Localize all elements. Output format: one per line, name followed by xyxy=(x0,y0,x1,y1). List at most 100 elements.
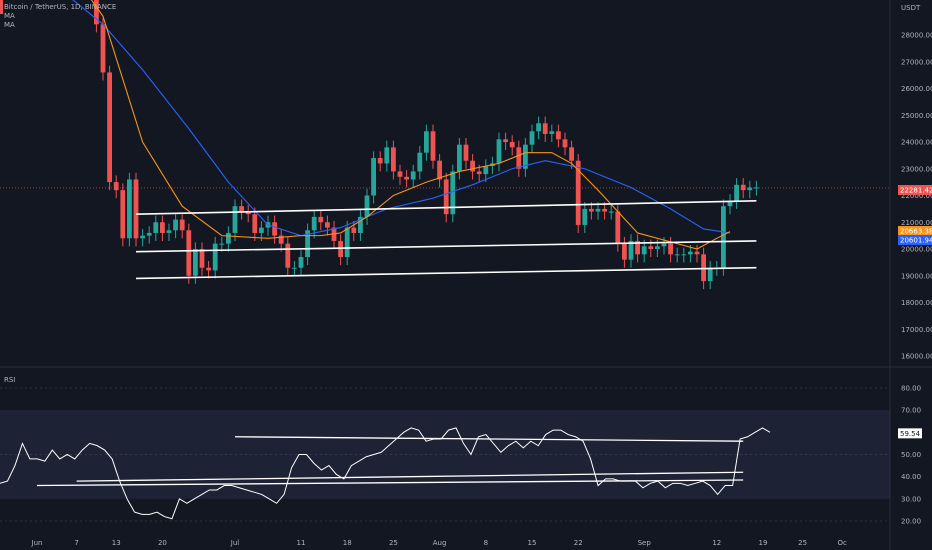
left-edge-marker xyxy=(0,0,3,14)
candle-body xyxy=(582,208,588,225)
candle-body xyxy=(569,147,574,161)
candle-body xyxy=(681,254,687,256)
ma-fast-line xyxy=(90,0,731,250)
candle-body xyxy=(186,230,192,276)
candle-body xyxy=(476,171,482,175)
price-trend-line xyxy=(135,200,757,216)
x-tick-label: 22 xyxy=(574,539,583,547)
candle-body xyxy=(160,222,165,233)
price-tick-label: 21000.00 xyxy=(901,219,932,227)
candle-body xyxy=(437,160,442,180)
rsi-tick-label: 20.00 xyxy=(901,518,921,526)
symbol-title[interactable]: Bitcoin / TetherUS, 1D, BINANCE xyxy=(4,3,117,11)
candle-body xyxy=(259,227,264,233)
x-tick-label: Jul xyxy=(230,539,240,547)
candle-body xyxy=(470,160,475,172)
rsi-trend-line xyxy=(234,436,744,442)
rsi-line xyxy=(0,427,771,520)
candle-body xyxy=(529,131,535,145)
candle-body xyxy=(179,219,185,231)
candle-body xyxy=(94,0,99,25)
price-tick-label: 16000.00 xyxy=(901,353,932,361)
candle-body xyxy=(450,171,456,215)
candle-body xyxy=(734,184,739,201)
candle-body xyxy=(239,206,244,212)
candle-body xyxy=(707,267,713,282)
x-tick-label: 19 xyxy=(759,539,768,547)
x-tick-label: 13 xyxy=(112,539,121,547)
ma-indicator-2[interactable]: MA xyxy=(4,21,15,29)
candle-body xyxy=(193,249,198,276)
x-tick-label: 12 xyxy=(712,539,721,547)
x-tick-label: Oc xyxy=(838,539,848,547)
candle-body xyxy=(371,158,376,196)
candle-body xyxy=(424,131,429,153)
candle-body xyxy=(701,254,706,282)
rsi-trend-line xyxy=(36,479,744,487)
price-tick-label: 25000.00 xyxy=(901,112,932,120)
price-tick-label: 24000.00 xyxy=(901,139,932,147)
candle-body xyxy=(133,179,139,239)
candle-body xyxy=(358,216,363,233)
candle-body xyxy=(536,123,541,132)
candle-body xyxy=(747,187,753,191)
candle-body xyxy=(166,230,172,233)
candle-body xyxy=(364,195,370,217)
candle-body xyxy=(674,254,680,256)
price-trend-line xyxy=(135,266,757,280)
candle-body xyxy=(694,251,700,255)
candle-body xyxy=(146,232,152,236)
currency-label: USDT xyxy=(901,4,921,12)
price-label-box xyxy=(898,226,932,236)
candle-body xyxy=(397,171,403,177)
x-tick-label: Aug xyxy=(433,539,447,547)
ma-indicator-1[interactable]: MA xyxy=(4,12,15,20)
candle-body xyxy=(542,123,548,134)
candle-body xyxy=(503,139,508,142)
candle-body xyxy=(384,147,390,164)
rsi-trend-line xyxy=(76,471,744,482)
candle-body xyxy=(391,147,396,172)
candle-body xyxy=(575,160,581,225)
candle-body xyxy=(245,211,251,215)
candle-body xyxy=(199,249,205,268)
candle-body xyxy=(417,152,423,172)
candle-body xyxy=(655,246,660,249)
candle-body xyxy=(127,179,132,239)
candle-body xyxy=(727,200,733,207)
candle-body xyxy=(311,216,317,231)
x-tick-label: Sep xyxy=(638,539,652,547)
price-tick-label: 17000.00 xyxy=(901,326,932,334)
x-tick-label: 15 xyxy=(528,539,537,547)
x-tick-label: 25 xyxy=(798,539,807,547)
price-tick-label: 28000.00 xyxy=(901,32,932,40)
candle-body xyxy=(344,227,350,258)
candle-body xyxy=(443,179,449,215)
candle-body xyxy=(602,208,607,212)
rsi-value-text: 59.54 xyxy=(900,430,921,438)
rsi-tick-label: 80.00 xyxy=(901,385,921,393)
x-tick-label: 7 xyxy=(74,539,78,547)
candle-body xyxy=(509,142,515,148)
candle-body xyxy=(615,211,621,244)
candle-body xyxy=(298,257,304,268)
price-tick-label: 23000.00 xyxy=(901,165,932,173)
candle-body xyxy=(496,139,502,164)
candle-body xyxy=(278,235,284,244)
candle-body xyxy=(641,246,647,255)
candle-body xyxy=(107,72,112,183)
rsi-tick-label: 30.00 xyxy=(901,495,921,503)
candle-body xyxy=(516,147,522,169)
legend: Bitcoin / TetherUS, 1D, BINANCE MA MA xyxy=(4,3,116,30)
candle-body xyxy=(325,222,330,228)
price-tick-label: 27000.00 xyxy=(901,58,932,66)
rsi-tick-label: 40.00 xyxy=(901,473,921,481)
rsi-indicator-label[interactable]: RSI xyxy=(4,376,16,384)
candle-body xyxy=(688,251,693,255)
candle-body xyxy=(206,267,211,271)
candle-body xyxy=(219,243,225,245)
candle-body xyxy=(523,144,528,169)
candle-body xyxy=(740,184,746,191)
